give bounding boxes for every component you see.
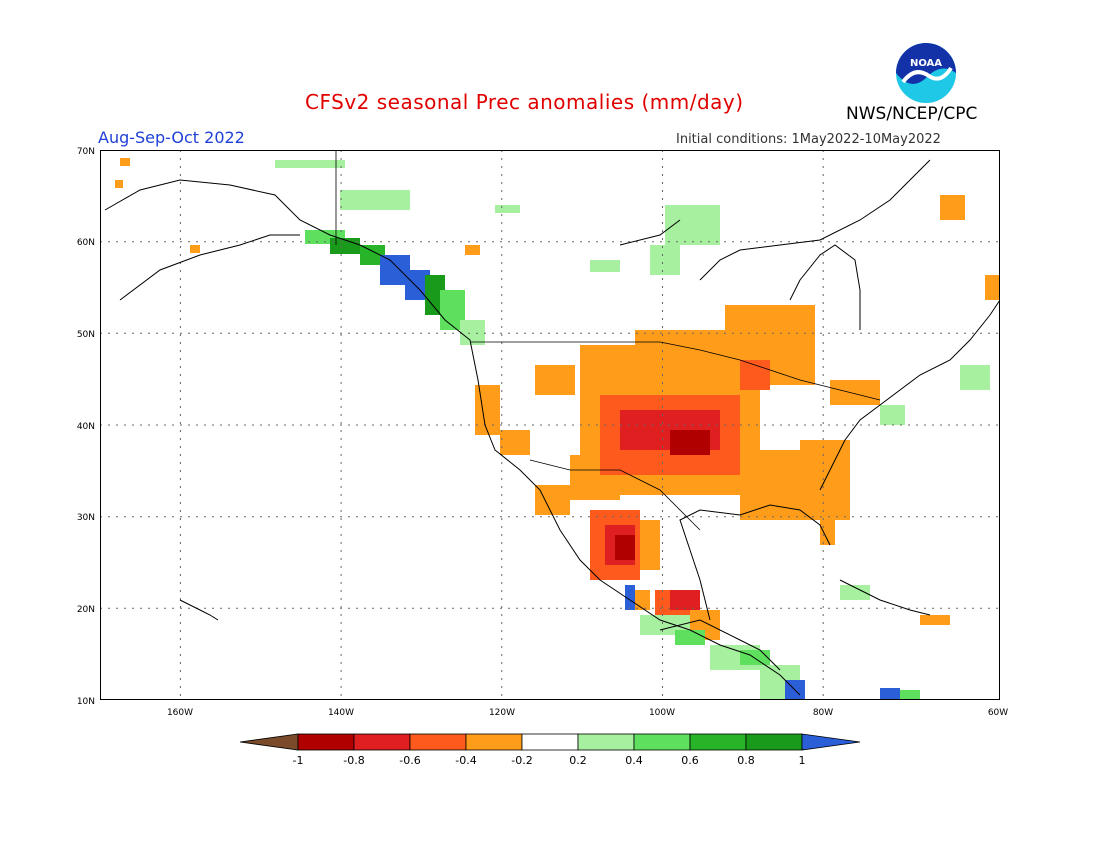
colorbar: -1 -0.8 -0.6 -0.4 -0.2 0.2 0.4 0.6 0.8 1 [240,733,861,767]
agency-label: NWS/NCEP/CPC [846,104,978,124]
chart-title: CFSv2 seasonal Prec anomalies (mm/day) [305,90,744,114]
lat-label-20n: 20N [77,605,95,615]
lon-label-120w: 120W [489,708,515,718]
colorbar-segment [745,733,803,751]
noaa-logo: NOAA [896,43,956,103]
lon-axis: 160W 140W 120W 100W 80W 60W [167,708,1008,718]
logo-text: NOAA [910,58,942,69]
colorbar-segment [297,733,355,751]
colorbar-label: 0.6 [681,754,699,767]
lat-label-70n: 70N [77,147,95,157]
colorbar-segment [353,733,411,751]
colorbar-segment [577,733,635,751]
lon-label-160w: 160W [167,708,193,718]
lat-label-50n: 50N [77,330,95,340]
lat-label-30n: 30N [77,513,95,523]
colorbar-label: -0.2 [511,754,532,767]
lat-label-10n: 10N [77,697,95,707]
lat-axis: 70N 60N 50N 40N 30N 20N 10N [77,147,95,707]
lon-label-80w: 80W [813,708,833,718]
colorbar-segment [521,733,579,751]
colorbar-segment [409,733,467,751]
colorbar-label: 0.8 [737,754,755,767]
colorbar-label: -1 [293,754,304,767]
colorbar-label: 0.4 [625,754,643,767]
colorbar-label: 0.2 [569,754,587,767]
lat-label-40n: 40N [77,422,95,432]
colorbar-label: -0.8 [343,754,364,767]
precip-map [100,150,1000,700]
coastlines [104,159,1000,696]
colorbar-label: -0.6 [399,754,420,767]
colorbar-segment [465,733,523,751]
lon-label-60w: 60W [988,708,1008,718]
colorbar-segment [240,733,299,751]
lon-label-140w: 140W [328,708,354,718]
borders [335,150,881,531]
season-label: Aug-Sep-Oct 2022 [98,128,245,147]
colorbar-segment [689,733,747,751]
gridlines [100,150,1000,700]
colorbar-label: 1 [799,754,806,767]
lat-label-60n: 60N [77,238,95,248]
lon-label-100w: 100W [649,708,675,718]
colorbar-label: -0.4 [455,754,476,767]
colorbar-segment [633,733,691,751]
initial-conditions-label: Initial conditions: 1May2022-10May2022 [676,132,941,147]
colorbar-segment [801,733,861,751]
